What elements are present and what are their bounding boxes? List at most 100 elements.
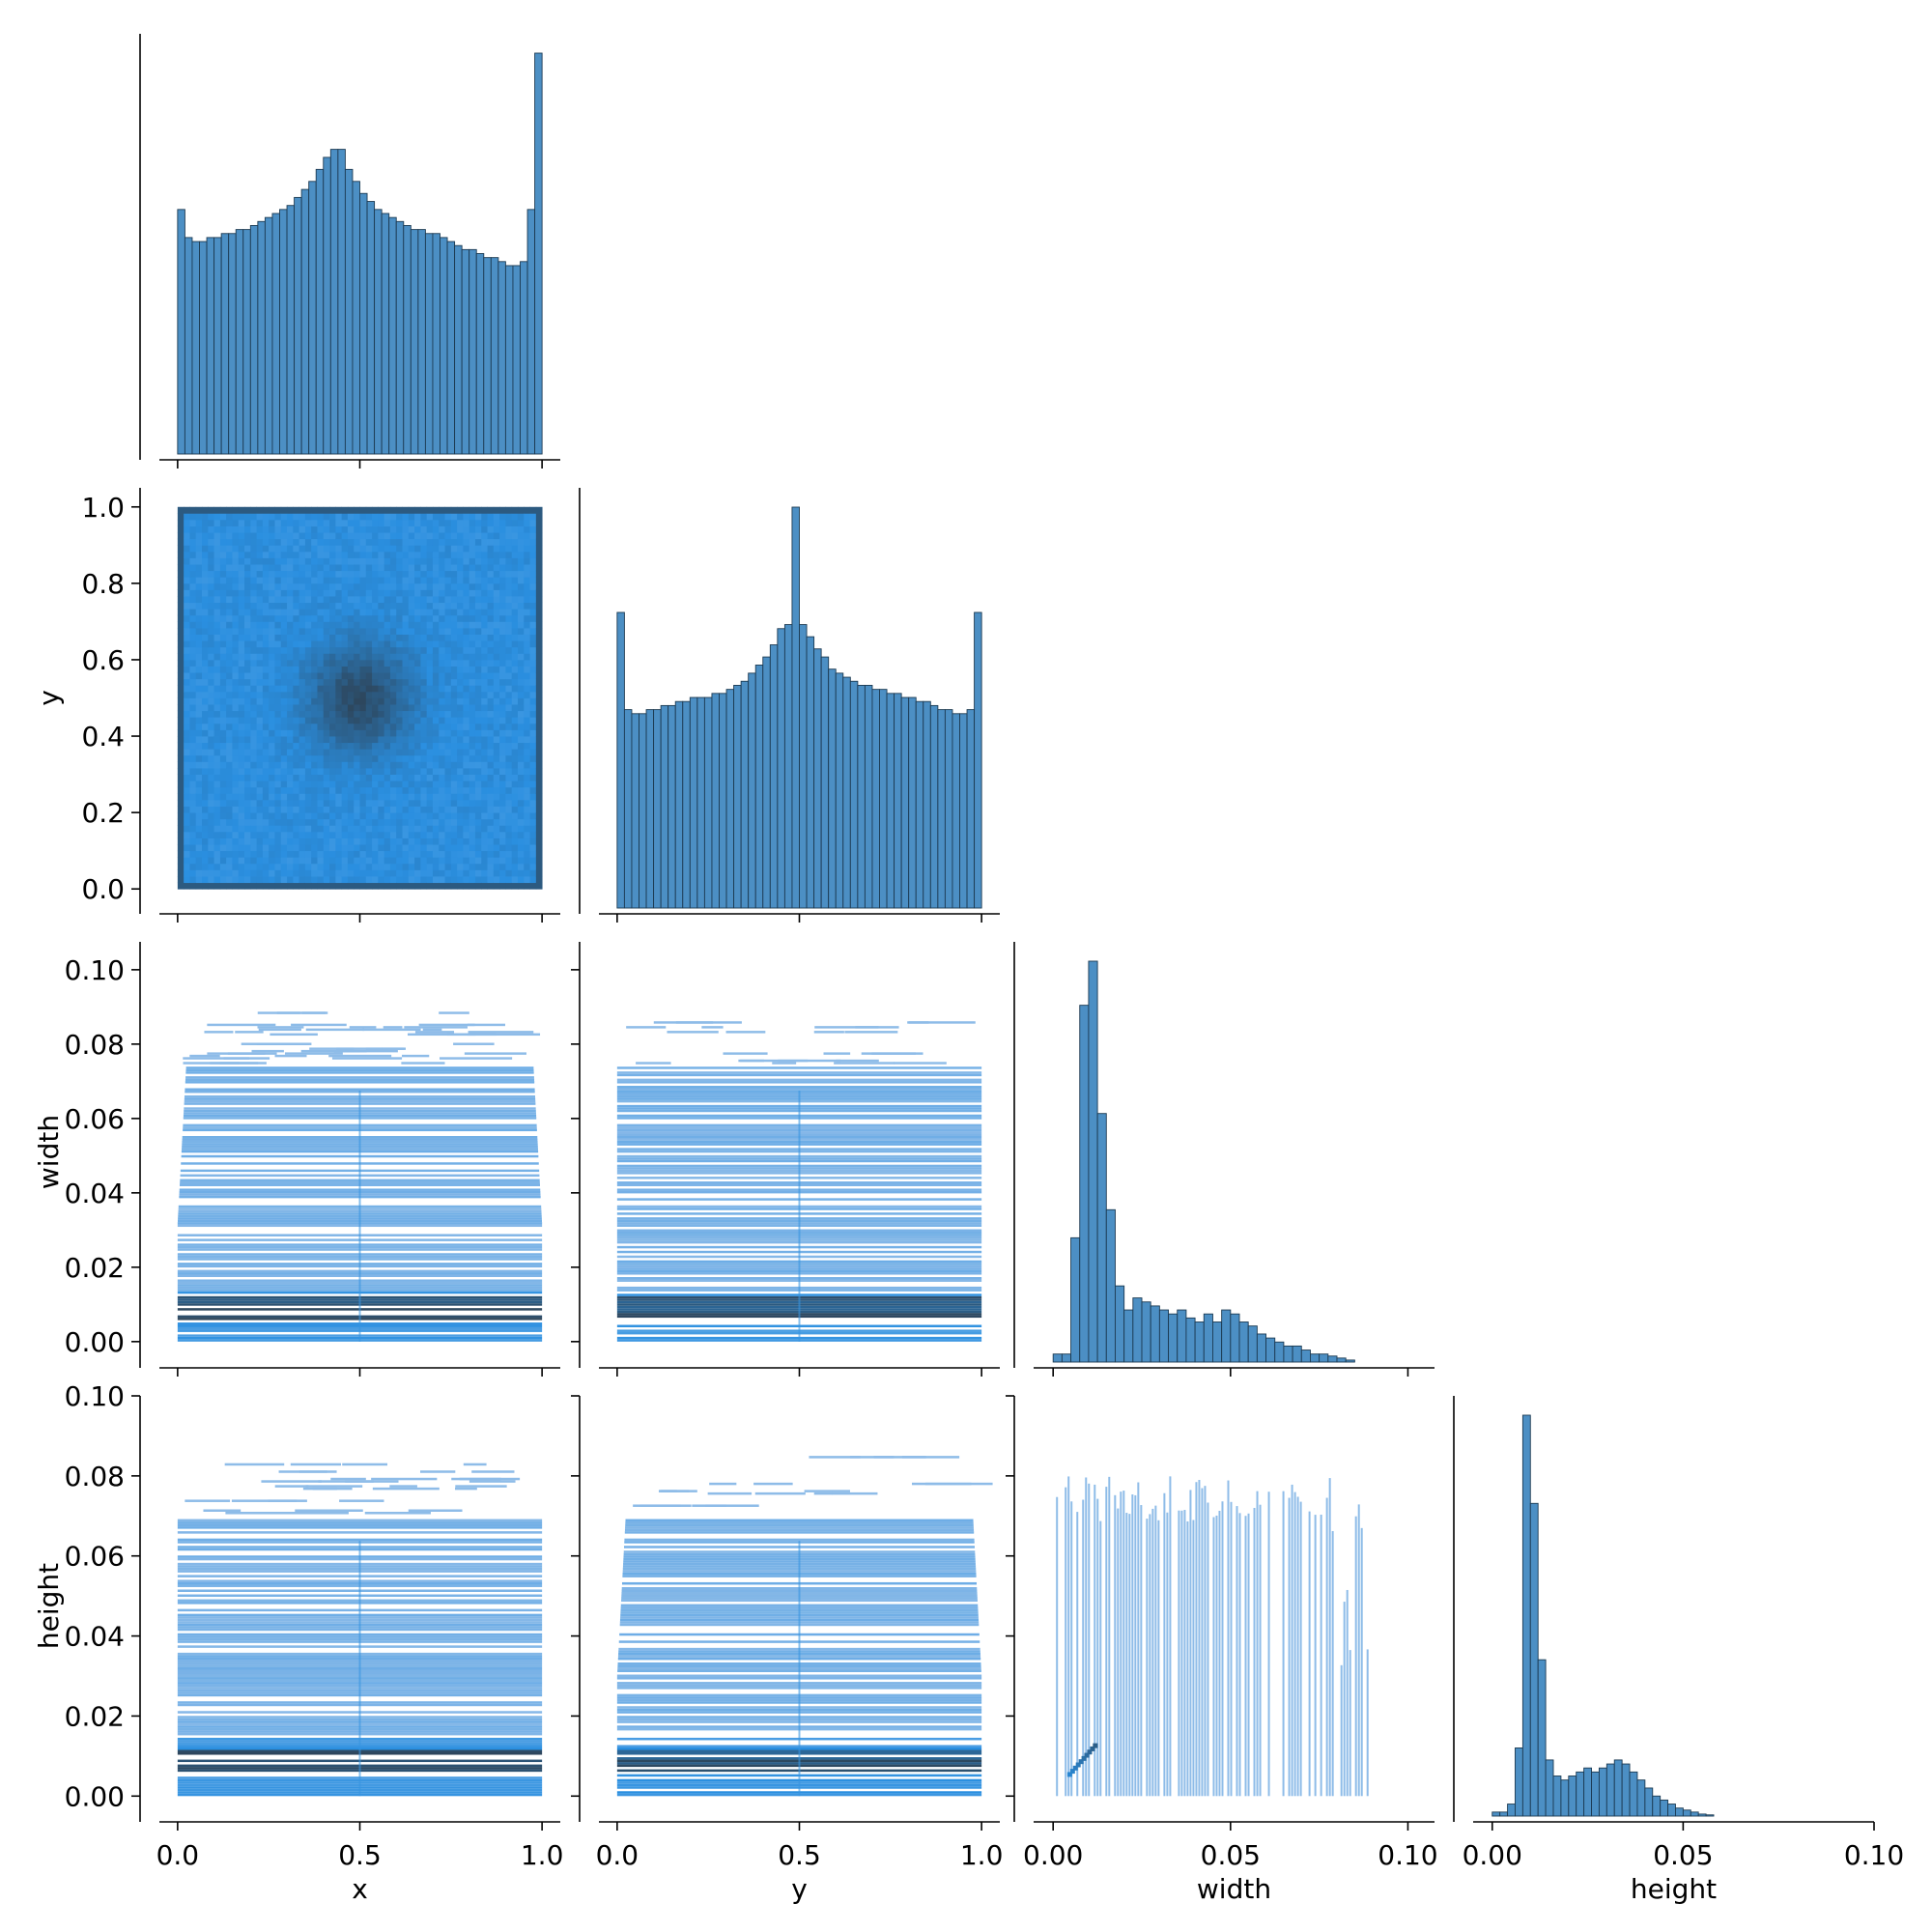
- heat-cell: [463, 532, 470, 540]
- heat-cell: [323, 646, 330, 654]
- heat-cell: [524, 519, 530, 526]
- heat-cell: [341, 646, 349, 654]
- heat-cell: [384, 774, 391, 781]
- heat-cell: [336, 1047, 384, 1050]
- heat-cell: [511, 697, 519, 705]
- heat-cell: [439, 513, 445, 521]
- heat-cell: [177, 768, 185, 775]
- heat-cell: [304, 786, 312, 794]
- heat-cell: [469, 710, 476, 718]
- heat-cell: [444, 768, 452, 775]
- heat-cell: [276, 1011, 300, 1014]
- heat-cell: [402, 729, 410, 737]
- heat-cell: [274, 570, 282, 578]
- heat-cell: [372, 704, 379, 712]
- heat-cell: [365, 519, 373, 526]
- heat-cell: [195, 844, 203, 852]
- heat-cell: [524, 653, 530, 661]
- heat-cell: [184, 582, 190, 590]
- heat-cell: [517, 818, 525, 826]
- heat-cell: [262, 614, 270, 622]
- heat-cell: [341, 564, 349, 572]
- heat-cell: [487, 519, 495, 526]
- heat-cell: [195, 609, 203, 616]
- heat-cell: [195, 506, 203, 514]
- heat-cell: [505, 621, 513, 629]
- heat-cell: [347, 793, 355, 801]
- heat-cell: [213, 666, 221, 673]
- heat-cell: [535, 582, 543, 590]
- heat-cell: [202, 825, 209, 833]
- heat-cell: [177, 634, 185, 641]
- heat-cell: [335, 628, 343, 635]
- heat-cell: [365, 882, 373, 890]
- heat-cell: [439, 551, 445, 558]
- heat-cell: [280, 589, 288, 597]
- heat-cell: [408, 818, 415, 826]
- heat-cell: [359, 659, 367, 667]
- heat-cell: [250, 506, 258, 514]
- heat-cell: [274, 1054, 307, 1058]
- heat-cell: [274, 850, 282, 858]
- heat-cell: [219, 685, 227, 693]
- heat-cell: [329, 806, 336, 813]
- heat-cell: [378, 577, 385, 584]
- heat-cell: [493, 526, 500, 533]
- heat-cell: [195, 532, 203, 540]
- heat-cell: [372, 602, 379, 610]
- heat-cell: [280, 678, 288, 686]
- heat-cell: [457, 844, 464, 852]
- heat-cell: [426, 691, 434, 698]
- heat-cell: [258, 1028, 301, 1032]
- heat-cell: [238, 723, 245, 730]
- heat-cell: [293, 557, 300, 565]
- histogram-bar-y-22: [777, 628, 785, 909]
- heat-cell: [389, 844, 397, 852]
- heat-cell: [256, 793, 264, 801]
- heat-cell: [238, 799, 245, 807]
- heat-cell: [262, 691, 270, 698]
- histogram-bar-x-48: [526, 209, 536, 455]
- heat-cell: [359, 513, 367, 521]
- heat-cell: [511, 761, 519, 769]
- heat-cell: [317, 869, 325, 877]
- heat-cell: [487, 754, 495, 762]
- heat-cell: [432, 634, 440, 641]
- heat-cell: [524, 564, 530, 572]
- heat-cell: [432, 672, 440, 680]
- heat-cell: [517, 749, 525, 756]
- heat-cell: [189, 628, 197, 635]
- heat-cell: [318, 1480, 374, 1483]
- histogram-bar-y-32: [849, 680, 859, 909]
- heat-cell: [444, 761, 452, 769]
- heat-cell: [529, 526, 537, 533]
- heat-cell: [408, 678, 415, 686]
- heat-cell: [335, 526, 343, 533]
- heat-cell: [457, 691, 464, 698]
- heat-cell: [487, 640, 495, 648]
- heat-cell: [244, 882, 251, 890]
- heat-cell: [269, 831, 275, 838]
- heat-cell: [474, 710, 482, 718]
- heat-cell: [177, 640, 185, 648]
- heat-cell: [280, 577, 288, 584]
- histogram-bar-x-12: [264, 216, 273, 455]
- heat-cell: [517, 869, 525, 877]
- heat-cell: [505, 666, 513, 673]
- heat-cell: [256, 723, 264, 730]
- heat-cell: [298, 697, 306, 705]
- heat-cell: [280, 781, 288, 788]
- heat-cell: [280, 640, 288, 648]
- heat-cell: [481, 672, 488, 680]
- heat-cell: [293, 754, 300, 762]
- heat-cell: [378, 582, 385, 590]
- histogram-bar-height-26: [1690, 1811, 1699, 1817]
- heat-cell: [274, 831, 282, 838]
- heat-cell: [177, 672, 185, 680]
- heat-cell: [189, 602, 197, 610]
- heat-cell: [269, 551, 275, 558]
- heat-cell: [287, 564, 294, 572]
- heat-cell: [244, 634, 251, 641]
- heat-cell: [226, 678, 233, 686]
